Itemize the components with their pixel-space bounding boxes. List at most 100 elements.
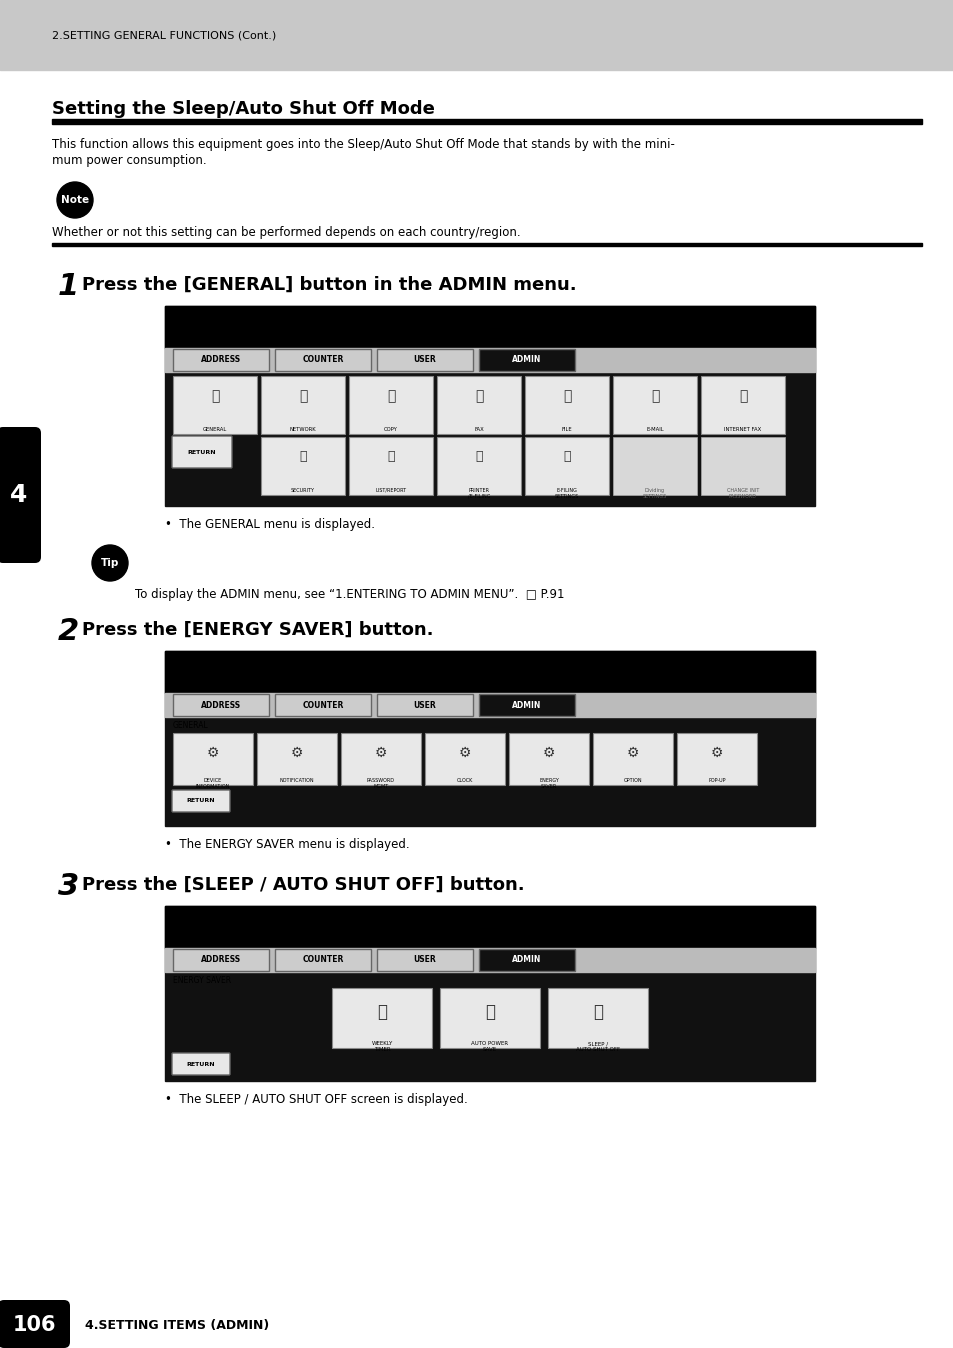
Text: ⚙: ⚙	[458, 745, 471, 760]
Text: •  The GENERAL menu is displayed.: • The GENERAL menu is displayed.	[165, 518, 375, 531]
FancyBboxPatch shape	[700, 437, 784, 495]
Circle shape	[91, 545, 128, 581]
Bar	[52, 243, 921, 245]
Bar	[52, 119, 921, 124]
Bar	[165, 306, 814, 506]
Text: Dividing
SETTINGS: Dividing SETTINGS	[642, 488, 666, 499]
Text: 📄: 📄	[387, 450, 395, 464]
Bar	[0, 0, 953, 70]
Text: ⚙: ⚙	[375, 745, 387, 760]
FancyBboxPatch shape	[261, 376, 345, 434]
Text: Setting the Sleep/Auto Shut Off Mode: Setting the Sleep/Auto Shut Off Mode	[52, 100, 435, 119]
Text: Note: Note	[61, 195, 89, 205]
Text: SLEEP /
AUTO SHUT OFF: SLEEP / AUTO SHUT OFF	[576, 1041, 619, 1051]
Text: ADDRESS: ADDRESS	[201, 701, 241, 709]
FancyBboxPatch shape	[524, 376, 608, 434]
FancyBboxPatch shape	[613, 376, 697, 434]
Text: ⚙: ⚙	[542, 745, 555, 760]
Text: 🔧: 🔧	[386, 390, 395, 403]
Text: USER: USER	[414, 356, 436, 364]
Bar	[274, 694, 371, 716]
Text: 🔧: 🔧	[211, 390, 219, 403]
Bar	[165, 651, 814, 826]
Text: ⏱: ⏱	[484, 1003, 495, 1020]
Bar	[172, 694, 269, 716]
FancyBboxPatch shape	[700, 376, 784, 434]
Text: ENERGY
SAVER: ENERGY SAVER	[538, 778, 558, 789]
Text: DEVICE
INFORMATION: DEVICE INFORMATION	[195, 778, 230, 789]
Text: 3: 3	[58, 872, 79, 900]
Text: PASSWORD
MGMT: PASSWORD MGMT	[367, 778, 395, 789]
Text: COUNTER: COUNTER	[302, 356, 343, 364]
Text: E-MAIL: E-MAIL	[645, 427, 663, 431]
FancyBboxPatch shape	[349, 376, 433, 434]
Text: ⚙: ⚙	[291, 745, 303, 760]
Text: 📄: 📄	[475, 450, 482, 464]
Bar	[172, 949, 269, 971]
FancyBboxPatch shape	[509, 733, 588, 785]
FancyBboxPatch shape	[349, 437, 433, 495]
FancyBboxPatch shape	[424, 733, 504, 785]
Bar	[478, 349, 575, 371]
Text: ADMIN: ADMIN	[512, 956, 541, 965]
Text: SECURITY: SECURITY	[291, 488, 314, 493]
FancyBboxPatch shape	[256, 733, 336, 785]
FancyBboxPatch shape	[172, 1053, 230, 1074]
Text: AUTO POWER
SAVE: AUTO POWER SAVE	[471, 1041, 508, 1051]
Text: E-FILING
SETTINGS: E-FILING SETTINGS	[555, 488, 578, 499]
Text: LIST/REPORT: LIST/REPORT	[375, 488, 406, 493]
Text: GENERAL: GENERAL	[172, 721, 209, 731]
Text: •  The SLEEP / AUTO SHUT OFF screen is displayed.: • The SLEEP / AUTO SHUT OFF screen is di…	[165, 1093, 467, 1105]
FancyBboxPatch shape	[261, 437, 345, 495]
Text: 📄: 📄	[562, 450, 570, 464]
Text: Press the [ENERGY SAVER] button.: Press the [ENERGY SAVER] button.	[82, 621, 433, 639]
Text: Press the [GENERAL] button in the ADMIN menu.: Press the [GENERAL] button in the ADMIN …	[82, 276, 576, 294]
FancyBboxPatch shape	[439, 988, 539, 1047]
Bar	[165, 651, 814, 693]
Text: GENERAL: GENERAL	[203, 427, 227, 431]
Text: FAX: FAX	[474, 427, 483, 431]
Text: FILE: FILE	[561, 427, 572, 431]
FancyBboxPatch shape	[0, 1299, 70, 1348]
Text: 🔧: 🔧	[298, 390, 307, 403]
Text: PRINTER
/E-FILING: PRINTER /E-FILING	[467, 488, 490, 499]
Bar	[478, 949, 575, 971]
Bar	[478, 694, 575, 716]
Text: ADDRESS: ADDRESS	[201, 956, 241, 965]
Text: To display the ADMIN menu, see “1.ENTERING TO ADMIN MENU”.  □ P.91: To display the ADMIN menu, see “1.ENTERI…	[135, 588, 564, 601]
Bar	[0, 1302, 953, 1348]
Bar	[165, 306, 814, 348]
Bar	[274, 949, 371, 971]
Text: 2: 2	[58, 617, 79, 646]
Text: USER: USER	[414, 701, 436, 709]
FancyBboxPatch shape	[593, 733, 672, 785]
Text: ⚙: ⚙	[710, 745, 722, 760]
Text: CLOCK: CLOCK	[456, 778, 473, 783]
Text: 106: 106	[12, 1316, 55, 1335]
FancyBboxPatch shape	[340, 733, 420, 785]
Text: 🔧: 🔧	[650, 390, 659, 403]
Text: Tip: Tip	[101, 558, 119, 568]
FancyBboxPatch shape	[524, 437, 608, 495]
Bar	[172, 349, 269, 371]
Text: COUNTER: COUNTER	[302, 701, 343, 709]
Text: 📄: 📄	[299, 450, 307, 464]
Circle shape	[57, 182, 92, 218]
Bar	[165, 906, 814, 948]
Text: COPY: COPY	[384, 427, 397, 431]
Text: 4.SETTING ITEMS (ADMIN): 4.SETTING ITEMS (ADMIN)	[85, 1318, 269, 1332]
Text: NOTIFICATION: NOTIFICATION	[279, 778, 314, 783]
Text: ADMIN: ADMIN	[512, 356, 541, 364]
FancyBboxPatch shape	[172, 376, 256, 434]
Text: NETWORK: NETWORK	[290, 427, 316, 431]
Bar	[376, 694, 473, 716]
Text: 🔧: 🔧	[738, 390, 746, 403]
Text: 🔧: 🔧	[475, 390, 482, 403]
Text: Whether or not this setting can be performed depends on each country/region.: Whether or not this setting can be perfo…	[52, 226, 520, 239]
Text: ADDRESS: ADDRESS	[201, 356, 241, 364]
FancyBboxPatch shape	[436, 437, 520, 495]
FancyBboxPatch shape	[0, 427, 41, 563]
Bar	[165, 906, 814, 1081]
Text: INTERNET FAX: INTERNET FAX	[723, 427, 760, 431]
Bar	[165, 348, 814, 372]
